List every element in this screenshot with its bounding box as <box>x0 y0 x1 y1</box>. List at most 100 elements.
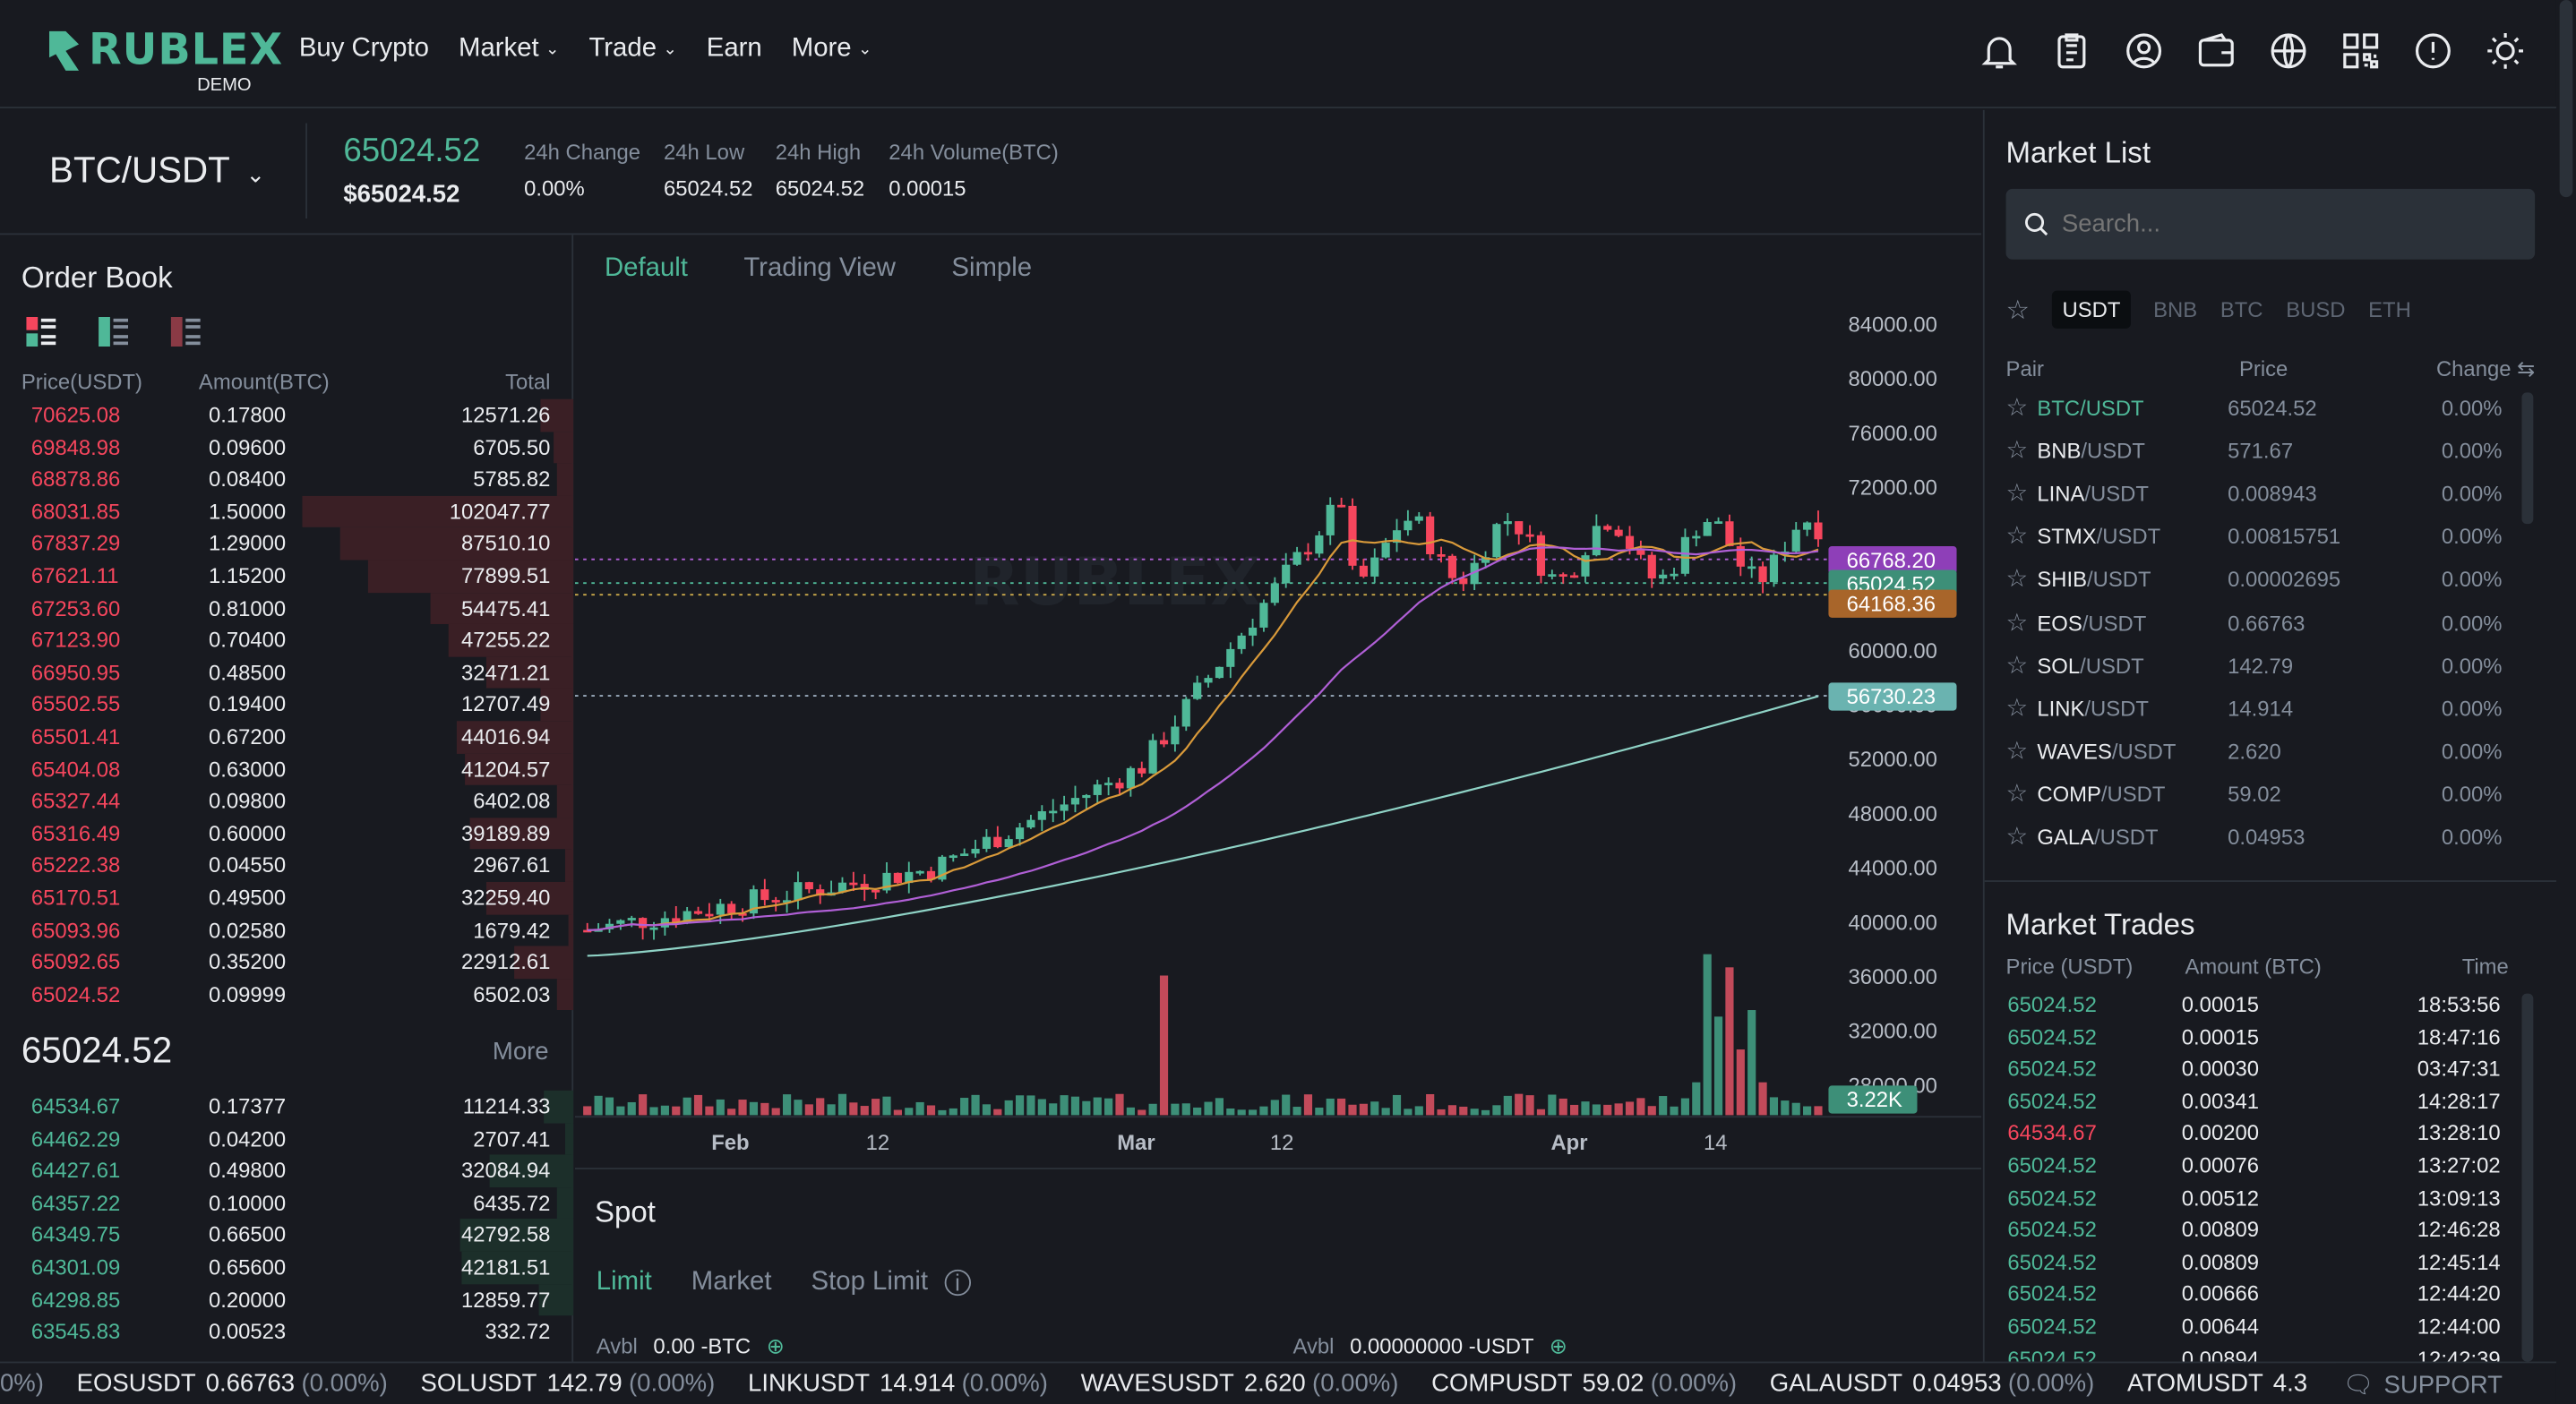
book-bids-icon[interactable] <box>99 316 129 347</box>
market-list-row[interactable]: ☆ SOL/USDT 142.79 0.00% <box>2006 651 2532 694</box>
ticker-item[interactable]: SOLUSDT 142.79 (0.00%) <box>420 1370 715 1398</box>
star-icon[interactable]: ☆ <box>2005 565 2029 594</box>
order-book-row[interactable]: 64298.85 0.20000 12859.77 <box>0 1283 574 1316</box>
info-icon[interactable] <box>2412 30 2455 73</box>
order-book-row[interactable]: 65024.52 0.09999 6502.03 <box>0 978 574 1011</box>
nav-item-buy-crypto[interactable]: Buy Crypto <box>299 35 429 64</box>
info-icon[interactable]: i <box>944 1269 971 1297</box>
theme-sun-icon[interactable] <box>2484 30 2527 73</box>
quote-tab-btc[interactable]: BTC <box>2220 296 2263 322</box>
order-book-row[interactable]: 65404.08 0.63000 41204.57 <box>0 753 574 786</box>
ticker-item[interactable]: GALAUSDT 0.04953 (0.00%) <box>1770 1370 2094 1398</box>
qr-code-icon[interactable] <box>2340 30 2383 73</box>
star-icon[interactable]: ☆ <box>2005 437 2029 466</box>
ticker-item[interactable]: LINKUSDT 14.914 (0.00%) <box>748 1370 1048 1398</box>
star-icon[interactable]: ☆ <box>2005 822 2029 852</box>
ticker-item[interactable]: WAVESUSDT 2.620 (0.00%) <box>1081 1370 1399 1398</box>
star-icon[interactable]: ☆ <box>2005 522 2029 551</box>
order-book-row[interactable]: 70625.08 0.17800 12571.26 <box>0 398 574 432</box>
nav-item-earn[interactable]: Earn <box>707 35 762 64</box>
trades-scrollbar[interactable] <box>2521 993 2534 1362</box>
order-book-row[interactable]: 64427.61 0.49800 32084.94 <box>0 1154 574 1187</box>
order-book-row[interactable]: 67123.90 0.70400 47255.22 <box>0 624 574 657</box>
order-book-row[interactable]: 65316.49 0.60000 39189.89 <box>0 818 574 850</box>
order-book-row[interactable]: 68031.85 1.50000 102047.77 <box>0 495 574 528</box>
order-book-row[interactable]: 64301.09 0.65600 42181.51 <box>0 1251 574 1284</box>
star-icon[interactable]: ☆ <box>2005 737 2029 766</box>
pair-selector[interactable]: BTC/USDT ⌄ <box>49 150 265 193</box>
star-icon[interactable]: ☆ <box>2005 651 2029 680</box>
order-book-row[interactable]: 67621.11 1.15200 77899.51 <box>0 560 574 593</box>
more-link[interactable]: More <box>492 1038 549 1066</box>
market-list-row[interactable]: ☆ LINA/USDT 0.008943 0.00% <box>2006 480 2532 523</box>
star-icon[interactable]: ☆ <box>2005 394 2029 423</box>
logo[interactable]: RUBLEX <box>46 26 283 75</box>
star-icon[interactable]: ☆ <box>2005 694 2029 723</box>
order-book-row[interactable]: 69848.98 0.09600 6705.50 <box>0 431 574 464</box>
order-book-row[interactable]: 67837.29 1.29000 87510.10 <box>0 527 574 561</box>
order-book-row[interactable]: 65502.55 0.19400 12707.49 <box>0 689 574 722</box>
star-icon[interactable]: ☆ <box>2005 296 2030 325</box>
add-funds-icon[interactable]: ⊕ <box>766 1333 785 1358</box>
order-book-row[interactable]: 66950.95 0.48500 32471.21 <box>0 656 574 689</box>
market-list-row[interactable]: ☆ EOS/USDT 0.66763 0.00% <box>2006 609 2532 652</box>
nav-item-more[interactable]: More ⌄ <box>792 35 872 64</box>
globe-icon[interactable] <box>2267 30 2310 73</box>
chart-tab-simple[interactable]: Simple <box>951 254 1033 283</box>
order-book-row[interactable]: 63545.83 0.00523 332.72 <box>0 1316 573 1348</box>
market-list-row[interactable]: ☆ COMP/USDT 59.02 0.00% <box>2006 780 2532 823</box>
order-book-row[interactable]: 65327.44 0.09800 6402.08 <box>0 785 574 818</box>
order-book-row[interactable]: 65170.51 0.49500 32259.40 <box>0 881 574 914</box>
market-list-scrollbar[interactable] <box>2521 392 2534 525</box>
order-book-row[interactable]: 64357.22 0.10000 6435.72 <box>0 1186 574 1220</box>
book-asks-icon[interactable] <box>170 316 201 347</box>
chart-tab-trading-view[interactable]: Trading View <box>743 254 897 283</box>
quote-tab-bnb[interactable]: BNB <box>2153 296 2198 322</box>
search-input[interactable] <box>2061 188 2506 260</box>
order-type-market[interactable]: Market <box>691 1267 772 1297</box>
quote-tab-eth[interactable]: ETH <box>2368 296 2411 322</box>
star-icon[interactable]: ☆ <box>2005 608 2029 637</box>
bell-icon[interactable] <box>1978 30 2021 73</box>
market-list-row[interactable]: ☆ LINK/USDT 14.914 0.00% <box>2006 694 2532 737</box>
market-list-row[interactable]: ☆ GALA/USDT 0.04953 0.00% <box>2006 823 2532 866</box>
col-change[interactable]: Change ⇆ <box>2436 356 2535 382</box>
star-icon[interactable]: ☆ <box>2005 780 2029 809</box>
order-book-row[interactable]: 67253.60 0.81000 54475.41 <box>0 592 574 625</box>
nav-item-trade[interactable]: Trade ⌄ <box>588 35 676 64</box>
order-book-row[interactable]: 65093.96 0.02580 1679.42 <box>0 913 574 946</box>
orders-icon[interactable] <box>2050 30 2093 73</box>
order-type-stop-limit[interactable]: Stop Limit <box>811 1267 928 1297</box>
order-book-row[interactable]: 65501.41 0.67200 44016.94 <box>0 721 574 754</box>
support-button[interactable]: 🗨 SUPPORT <box>2336 1363 2556 1404</box>
order-book-row[interactable]: 64534.67 0.17377 11214.33 <box>0 1090 574 1123</box>
market-search[interactable] <box>2005 188 2536 260</box>
quote-tab-usdt[interactable]: USDT <box>2052 290 2131 329</box>
order-book-row[interactable]: 65222.38 0.04550 2967.61 <box>0 849 574 882</box>
add-funds-icon[interactable]: ⊕ <box>1549 1333 1567 1358</box>
account-icon[interactable] <box>2123 30 2166 73</box>
market-list-row[interactable]: ☆ STMX/USDT 0.00815751 0.00% <box>2006 523 2532 566</box>
candlestick-chart[interactable]: 84000.00 80000.00 76000.00 72000.00 60000.00… <box>574 235 1982 1168</box>
market-list-row[interactable]: ☆ BTC/USDT 65024.52 0.00% <box>2006 394 2532 437</box>
market-list-row[interactable]: ☆ BNB/USDT 571.67 0.00% <box>2006 437 2532 480</box>
ticker-item[interactable]: COMPUSDT 59.02 (0.00%) <box>1431 1370 1737 1398</box>
order-book-row[interactable]: 68878.86 0.08400 5785.82 <box>0 463 574 496</box>
ticker-item[interactable]: 0%) <box>0 1370 44 1398</box>
order-type-limit[interactable]: Limit <box>596 1267 652 1297</box>
ticker-item[interactable]: ATOMUSDT 4.3 <box>2127 1370 2307 1398</box>
page-scrollbar[interactable] <box>2555 0 2576 1404</box>
order-book-row[interactable]: 64462.29 0.04200 2707.41 <box>0 1122 574 1155</box>
order-book-row[interactable]: 64349.75 0.66500 42792.58 <box>0 1219 574 1252</box>
quote-tab-busd[interactable]: BUSD <box>2286 296 2346 322</box>
ticker-item[interactable]: EOSUSDT 0.66763 (0.00%) <box>77 1370 388 1398</box>
order-book-row[interactable]: 65092.65 0.35200 22912.61 <box>0 946 574 979</box>
nav-item-market[interactable]: Market ⌄ <box>459 35 559 64</box>
star-icon[interactable]: ☆ <box>2005 479 2029 509</box>
book-both-icon[interactable] <box>26 316 56 347</box>
market-list-row[interactable]: ☆ SHIB/USDT 0.00002695 0.00% <box>2006 566 2532 609</box>
wallet-icon[interactable] <box>2194 30 2237 73</box>
chart-tab-default[interactable]: Default <box>604 254 688 283</box>
page-scroll-thumb[interactable] <box>2559 0 2573 198</box>
market-list-row[interactable]: ☆ WAVES/USDT 2.620 0.00% <box>2006 737 2532 780</box>
